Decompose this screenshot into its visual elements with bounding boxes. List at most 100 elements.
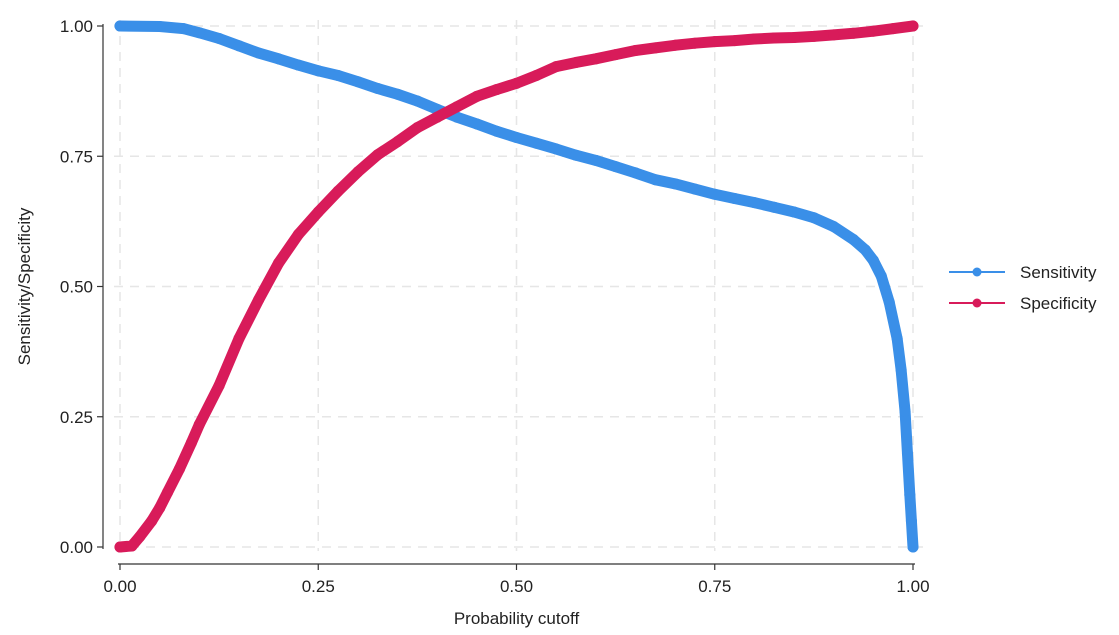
data-point-specificity [491, 84, 503, 96]
data-point-sensitivity [768, 201, 780, 213]
data-point-specificity [808, 30, 820, 42]
data-point-specificity [162, 486, 174, 498]
data-point-sensitivity [808, 212, 820, 224]
grid [114, 20, 925, 551]
data-point-sensitivity [392, 88, 404, 100]
data-point-specificity [629, 44, 641, 56]
data-point-specificity [709, 36, 721, 48]
data-point-sensitivity [332, 70, 344, 81]
legend-label-specificity: Specificity [1020, 294, 1097, 313]
data-point-sensitivity [590, 154, 602, 166]
data-point-sensitivity [875, 270, 887, 282]
data-point-specificity [411, 122, 423, 134]
data-point-specificity [312, 206, 324, 218]
data-point-sensitivity [883, 296, 895, 308]
data-point-sensitivity [114, 20, 126, 32]
data-point-sensitivity [859, 244, 871, 256]
x-tick-label: 0.50 [500, 577, 533, 596]
data-point-specificity [471, 90, 483, 102]
data-point-sensitivity [312, 65, 324, 77]
data-point-sensitivity [570, 149, 582, 161]
x-tick-label: 0.25 [302, 577, 335, 596]
data-point-specificity [146, 515, 158, 527]
data-point-sensitivity [689, 183, 701, 195]
legend-label-sensitivity: Sensitivity [1020, 263, 1097, 282]
data-point-specificity [213, 379, 225, 391]
series [114, 20, 919, 553]
data-point-sensitivity [372, 83, 384, 95]
x-tick-label: 1.00 [896, 577, 929, 596]
data-point-specificity [372, 149, 384, 161]
data-point-sensitivity [233, 40, 245, 52]
data-point-specificity [729, 35, 741, 47]
data-point-sensitivity [891, 333, 903, 345]
data-point-sensitivity [748, 197, 760, 209]
data-point-specificity [126, 540, 138, 552]
data-point-sensitivity [905, 515, 917, 527]
series-specificity [114, 20, 919, 553]
data-point-sensitivity [253, 47, 265, 59]
data-point-specificity [451, 101, 463, 113]
data-point-specificity [431, 111, 443, 123]
data-point-sensitivity [511, 131, 522, 143]
data-point-sensitivity [177, 23, 189, 35]
data-point-sensitivity [530, 137, 542, 149]
data-point-sensitivity [788, 206, 800, 218]
data-point-sensitivity [471, 118, 483, 130]
data-point-specificity [828, 29, 840, 41]
data-point-sensitivity [867, 254, 879, 266]
data-point-sensitivity [352, 76, 364, 88]
data-point-specificity [332, 185, 344, 197]
data-point-specificity [788, 31, 800, 43]
data-point-sensitivity [907, 541, 919, 553]
legend-marker-sensitivity [972, 267, 982, 277]
data-point-sensitivity [729, 192, 741, 204]
data-point-specificity [689, 37, 701, 49]
legend-item-specificity: Specificity [949, 294, 1097, 313]
data-point-sensitivity [901, 447, 913, 459]
data-point-specificity [185, 437, 197, 449]
data-point-sensitivity [649, 174, 661, 186]
data-point-sensitivity [899, 406, 911, 418]
y-tick-label: 0.50 [60, 278, 93, 297]
y-axis-title: Sensitivity/Specificity [15, 207, 34, 365]
data-point-sensitivity [709, 188, 721, 200]
data-point-specificity [154, 502, 166, 514]
data-point-specificity [649, 42, 661, 54]
data-point-specificity [292, 228, 304, 240]
data-point-specificity [669, 39, 681, 51]
data-point-specificity [173, 463, 185, 475]
data-point-sensitivity [904, 489, 916, 501]
data-point-specificity [233, 333, 245, 345]
data-point-specificity [392, 136, 404, 148]
data-point-sensitivity [550, 143, 562, 155]
y-tick-label: 0.75 [60, 147, 93, 166]
axes: 0.00 0.25 0.50 0.75 1.00 0.00 0.25 0.50 0.75 1.00 [60, 17, 930, 596]
data-point-sensitivity [491, 125, 503, 137]
data-point-specificity [511, 77, 522, 89]
data-point-specificity [590, 53, 602, 65]
data-point-sensitivity [213, 33, 225, 44]
data-point-specificity [848, 27, 860, 39]
data-point-sensitivity [154, 21, 166, 33]
y-tick-label: 0.00 [60, 538, 93, 557]
data-point-specificity [887, 23, 899, 35]
data-point-sensitivity [895, 364, 907, 376]
data-point-specificity [768, 32, 780, 44]
data-point-specificity [570, 56, 582, 68]
data-point-specificity [867, 25, 879, 37]
data-point-sensitivity [610, 161, 622, 173]
x-tick-label: 0.75 [698, 577, 731, 596]
data-point-sensitivity [411, 95, 423, 107]
data-point-sensitivity [669, 178, 681, 190]
data-point-sensitivity [193, 27, 205, 39]
legend: Sensitivity Specificity [949, 263, 1097, 313]
data-point-sensitivity [828, 221, 840, 233]
data-point-specificity [352, 166, 364, 178]
y-tick-label: 1.00 [60, 17, 93, 36]
x-tick-label: 0.00 [103, 577, 136, 596]
y-tick-label: 0.25 [60, 408, 93, 427]
data-point-specificity [610, 49, 622, 61]
